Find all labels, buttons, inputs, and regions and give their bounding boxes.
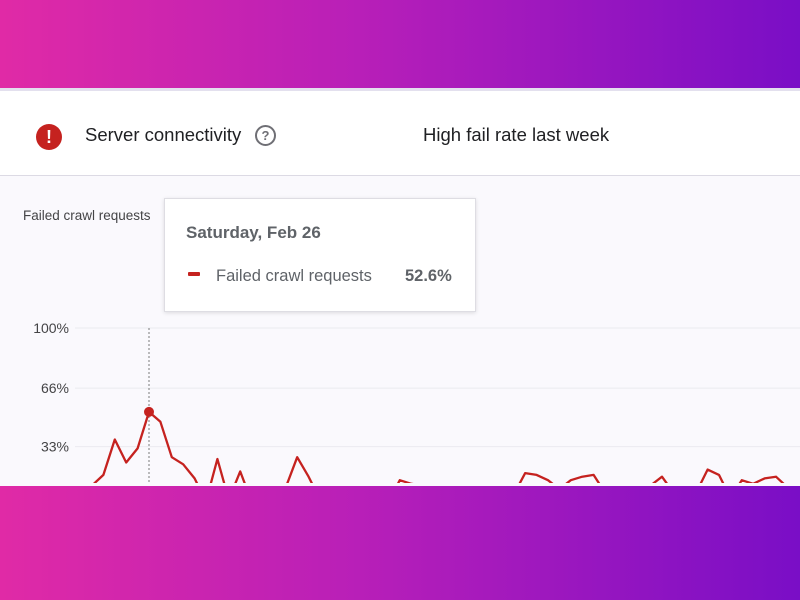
y-tick-label: 33% (41, 439, 69, 455)
y-tick-label: 66% (41, 380, 69, 396)
issue-title: Server connectivity (85, 124, 242, 145)
tooltip-value: 52.6% (405, 267, 452, 285)
fail-rate-chart[interactable]: Failed crawl requests 0%33%66%100% 2/21/… (0, 175, 800, 483)
chart-tooltip: Saturday, Feb 26 Failed crawl requests 5… (164, 198, 476, 312)
tooltip-date: Saturday, Feb 26 (186, 223, 321, 242)
error-icon: ! (36, 124, 62, 150)
y-tick-label: 100% (33, 320, 69, 336)
series-line-failed-crawl-requests (92, 410, 785, 483)
tooltip-series-label: Failed crawl requests (216, 267, 372, 285)
help-icon[interactable]: ? (255, 125, 276, 146)
server-connectivity-card: ! Server connectivity ? High fail rate l… (0, 88, 800, 486)
y-axis-label: Failed crawl requests (23, 208, 151, 223)
status-text: High fail rate last week (423, 124, 610, 145)
gridlines (75, 327, 800, 448)
card-header[interactable]: ! Server connectivity ? High fail rate l… (0, 91, 800, 176)
tooltip-series-swatch (188, 272, 200, 276)
highlighted-point (144, 406, 154, 417)
y-tick-labels: 0%33%66%100% (33, 320, 69, 455)
